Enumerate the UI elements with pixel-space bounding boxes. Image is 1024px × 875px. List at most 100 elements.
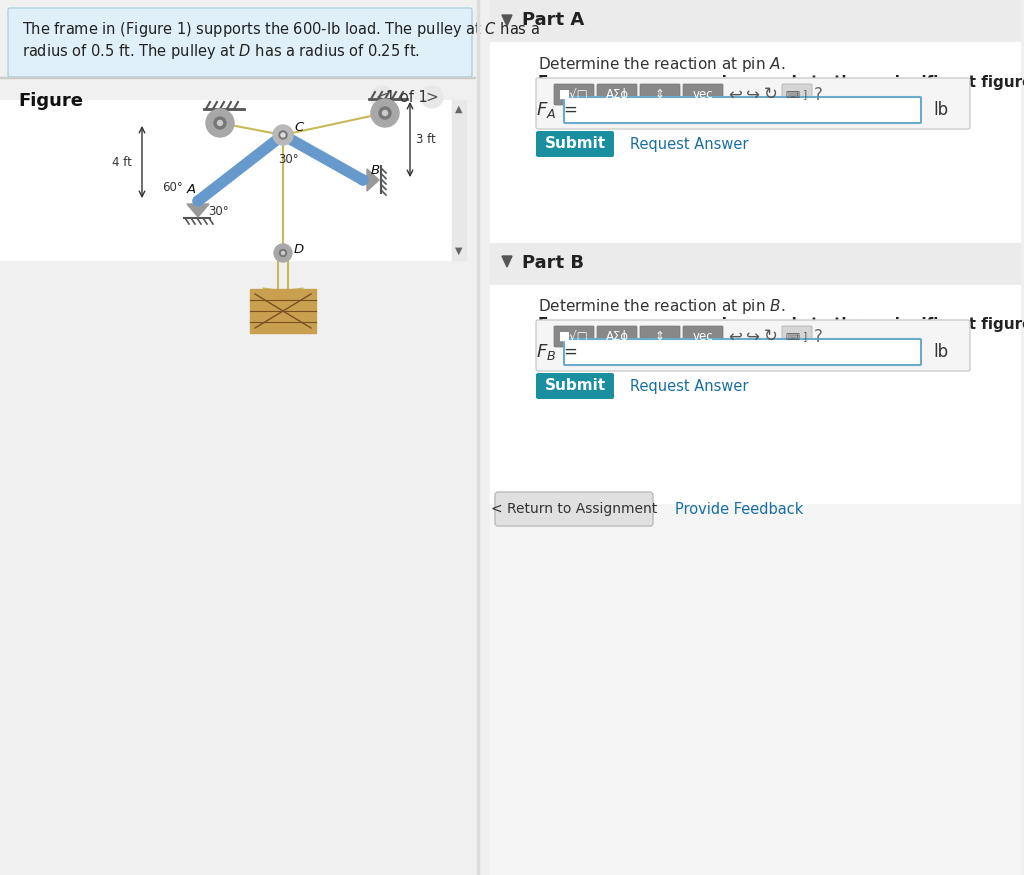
Bar <box>490 285 1020 503</box>
Text: ↩: ↩ <box>728 86 742 103</box>
FancyBboxPatch shape <box>564 97 921 123</box>
Text: Request Answer: Request Answer <box>630 136 749 151</box>
Text: Express your answer in pounds to three significant figures.: Express your answer in pounds to three s… <box>538 317 1024 332</box>
Text: =: = <box>563 343 577 361</box>
Circle shape <box>282 251 285 255</box>
FancyBboxPatch shape <box>536 373 614 399</box>
FancyBboxPatch shape <box>536 131 614 157</box>
Text: ■√□: ■√□ <box>559 88 589 101</box>
Circle shape <box>279 131 287 139</box>
Polygon shape <box>367 169 379 191</box>
Text: Submit: Submit <box>545 379 605 394</box>
Circle shape <box>379 107 391 119</box>
Text: ⇕: ⇕ <box>655 330 665 343</box>
Circle shape <box>273 125 293 145</box>
Text: <: < <box>376 89 388 104</box>
Circle shape <box>383 110 387 116</box>
Polygon shape <box>187 204 209 217</box>
FancyBboxPatch shape <box>640 84 680 105</box>
FancyBboxPatch shape <box>782 326 812 347</box>
Text: $A$: $A$ <box>186 183 197 196</box>
Text: $D$: $D$ <box>293 243 304 256</box>
FancyBboxPatch shape <box>683 326 723 347</box>
Text: Provide Feedback: Provide Feedback <box>675 501 804 516</box>
Bar <box>490 0 1020 42</box>
Circle shape <box>214 117 226 129</box>
FancyBboxPatch shape <box>554 84 594 105</box>
Text: 60°: 60° <box>162 181 182 194</box>
Polygon shape <box>502 15 512 26</box>
Polygon shape <box>502 256 512 267</box>
Text: vec: vec <box>692 88 714 101</box>
Text: 30°: 30° <box>208 205 228 218</box>
Text: ↻: ↻ <box>764 327 778 346</box>
FancyBboxPatch shape <box>536 78 970 129</box>
Text: AΣϕ: AΣϕ <box>605 88 629 101</box>
FancyBboxPatch shape <box>554 326 594 347</box>
FancyBboxPatch shape <box>495 492 653 526</box>
Text: ↩: ↩ <box>728 327 742 346</box>
Text: radius of 0.5 ft. The pulley at $\mathit{D}$ has a radius of 0.25 ft.: radius of 0.5 ft. The pulley at $\mathit… <box>22 42 420 61</box>
Text: ↪: ↪ <box>746 86 760 103</box>
FancyBboxPatch shape <box>564 339 921 365</box>
Text: Figure: Figure <box>18 92 83 110</box>
Bar <box>490 285 1020 503</box>
Text: ↻: ↻ <box>764 86 778 103</box>
Text: Submit: Submit <box>545 136 605 151</box>
Text: ▲: ▲ <box>456 104 463 114</box>
Circle shape <box>274 244 292 262</box>
Text: 3 ft: 3 ft <box>416 133 436 146</box>
Text: Determine the reaction at pin $\mathit{A}$.: Determine the reaction at pin $\mathit{A… <box>538 55 785 74</box>
Text: $F_A$: $F_A$ <box>536 100 556 120</box>
Text: Part A: Part A <box>522 11 585 29</box>
Circle shape <box>217 121 222 125</box>
Bar <box>250 289 316 333</box>
Bar <box>490 0 1020 42</box>
Circle shape <box>371 86 393 108</box>
Text: ?: ? <box>813 327 822 346</box>
Bar <box>0 100 452 260</box>
Bar <box>250 289 316 333</box>
Text: 4 ft: 4 ft <box>112 156 132 169</box>
Text: ■√□: ■√□ <box>559 330 589 343</box>
Circle shape <box>280 249 287 256</box>
FancyBboxPatch shape <box>683 84 723 105</box>
Bar <box>490 42 1020 265</box>
Text: The frame in (Figure 1) supports the 600‑lb load. The pulley at $\mathit{C}$ has: The frame in (Figure 1) supports the 600… <box>22 20 540 39</box>
Circle shape <box>358 175 368 185</box>
Bar <box>477 0 479 875</box>
Text: Part B: Part B <box>522 254 584 272</box>
Text: Request Answer: Request Answer <box>630 379 749 394</box>
Text: ⌨ ]: ⌨ ] <box>786 89 808 100</box>
Text: ↪: ↪ <box>746 327 760 346</box>
Text: 30°: 30° <box>278 153 299 166</box>
Text: $F_B$: $F_B$ <box>536 342 556 362</box>
FancyBboxPatch shape <box>597 84 637 105</box>
FancyBboxPatch shape <box>8 8 472 77</box>
FancyBboxPatch shape <box>536 320 970 371</box>
FancyBboxPatch shape <box>782 84 812 105</box>
Text: lb: lb <box>933 343 948 361</box>
Bar <box>490 0 1020 875</box>
Text: >: > <box>426 89 438 104</box>
Text: Express your answer in pounds to three significant figures.: Express your answer in pounds to three s… <box>538 75 1024 90</box>
Bar <box>0 76 475 78</box>
Text: 1 of 1: 1 of 1 <box>386 89 428 104</box>
Circle shape <box>206 109 234 137</box>
Text: ⌨ ]: ⌨ ] <box>786 332 808 341</box>
Bar <box>490 42 1020 265</box>
Text: AΣϕ: AΣϕ <box>605 330 629 343</box>
Text: < Return to Assignment: < Return to Assignment <box>490 502 657 516</box>
Text: Determine the reaction at pin $\mathit{B}$.: Determine the reaction at pin $\mathit{B… <box>538 297 785 316</box>
Text: $C$: $C$ <box>294 121 305 134</box>
Bar <box>452 100 466 260</box>
Circle shape <box>193 196 203 206</box>
Bar <box>490 243 1020 285</box>
Bar <box>490 243 1020 285</box>
Text: lb: lb <box>933 101 948 119</box>
Bar <box>0 100 452 260</box>
FancyBboxPatch shape <box>640 326 680 347</box>
Text: =: = <box>563 101 577 119</box>
Text: vec: vec <box>692 330 714 343</box>
Text: ⇕: ⇕ <box>655 88 665 101</box>
